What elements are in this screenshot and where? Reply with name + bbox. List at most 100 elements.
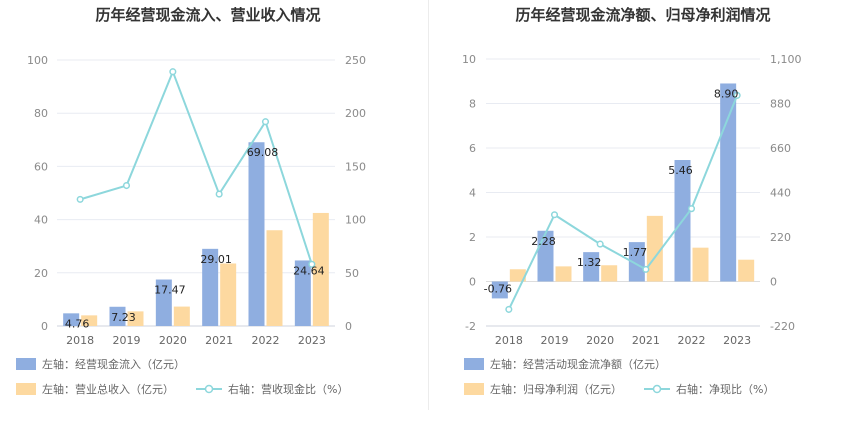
chart-net-cash-flow-profit: 历年经营现金流净额、归母净利润情况 -2 0 2 4 6 8 10 -220 0 220 440 660… [462, 6, 802, 396]
data-label: -0.76 [484, 283, 512, 296]
bar-secondary [692, 247, 709, 282]
y-right-tick-label: 880 [770, 98, 791, 111]
line-point [169, 68, 177, 76]
y-right-tick-label: 1,100 [770, 53, 802, 66]
y-right-tick-label: 0 [770, 276, 777, 289]
y-left-tick-label: 0 [469, 276, 476, 289]
x-tick-label: 2019 [541, 334, 569, 347]
x-tick-label: 2022 [252, 334, 280, 347]
bar-secondary [81, 315, 98, 326]
bar-primary [294, 260, 311, 326]
line-series [79, 68, 313, 265]
x-tick-label: 2020 [586, 334, 614, 347]
data-label: 29.01 [200, 253, 232, 266]
bar-primary [583, 252, 600, 282]
bar-secondary [266, 230, 283, 326]
bar-primary [491, 281, 508, 299]
data-label: 7.23 [111, 311, 136, 324]
line-series [507, 95, 739, 310]
y-left-tick-label: 6 [469, 142, 476, 155]
line-point [596, 240, 604, 248]
y-left-tick-label: 100 [27, 54, 48, 67]
bar-secondary [509, 269, 526, 282]
y-left-tick-label: 40 [34, 214, 48, 227]
x-tick-label: 2021 [632, 334, 660, 347]
y-right-tick-label: 250 [345, 54, 366, 67]
line-point [687, 205, 696, 213]
legend-label: 左轴：归母净利润（亿元） [490, 382, 622, 396]
bar-secondary [173, 306, 190, 326]
y-left-tick-label: 80 [34, 107, 48, 120]
y-right-tick-label: 50 [345, 267, 359, 280]
bar-secondary [312, 212, 329, 326]
panel-divider [428, 0, 429, 410]
legend-marker [652, 384, 662, 394]
y-right-tick-label: 660 [770, 142, 791, 155]
data-label: 1.32 [577, 256, 602, 269]
y-right-tick-label: 100 [345, 214, 366, 227]
y-right-tick-label: 0 [345, 320, 352, 333]
line-point [550, 211, 559, 219]
x-tick-label: 2021 [205, 334, 233, 347]
chart-title: 历年经营现金流入、营业收入情况 [95, 6, 320, 24]
y-right-tick-label: 440 [770, 187, 791, 200]
x-tick-label: 2022 [678, 334, 706, 347]
bar-secondary [601, 265, 618, 282]
data-label: 24.64 [293, 264, 325, 277]
line-point [122, 182, 131, 190]
line-point [505, 305, 513, 313]
y-left-tick-label: 0 [41, 320, 48, 333]
bar-primary [109, 306, 126, 326]
y-left-tick-label: 60 [34, 160, 48, 173]
data-label: 4.76 [65, 317, 90, 330]
legend-swatch [464, 383, 484, 395]
line-point [76, 195, 84, 203]
y-left-tick-label: 10 [462, 53, 476, 66]
y-left-tick-label: 8 [469, 98, 476, 111]
line-point [733, 91, 741, 99]
bar-primary [63, 313, 80, 326]
legend-label: 左轴：经营活动现金流净额（亿元） [490, 357, 666, 371]
bar-primary [202, 248, 219, 326]
bar-secondary [127, 311, 144, 326]
y-left-tick-label: 2 [469, 231, 476, 244]
line-point [642, 265, 650, 273]
bar-primary [248, 142, 265, 326]
legend-label: 右轴：净现比（%） [676, 382, 774, 396]
legend-swatch [464, 358, 484, 370]
y-right-tick-label: 150 [345, 160, 366, 173]
legend-marker [204, 384, 214, 394]
y-right-tick-label: 200 [345, 107, 366, 120]
x-tick-label: 2020 [159, 334, 187, 347]
legend-swatch [16, 383, 36, 395]
bar-secondary [220, 263, 237, 326]
line-point [261, 118, 270, 126]
data-label: 5.46 [668, 164, 693, 177]
x-tick-label: 2023 [298, 334, 326, 347]
x-tick-label: 2019 [113, 334, 141, 347]
legend-label: 右轴：营收现金比（%） [228, 382, 348, 396]
y-left-tick-label: 20 [34, 267, 48, 280]
data-label: 1.77 [623, 246, 648, 259]
bar-primary [628, 242, 645, 282]
y-left-tick-label: -2 [465, 320, 476, 333]
bar-primary [155, 279, 172, 326]
chart-title: 历年经营现金流净额、归母净利润情况 [515, 6, 770, 24]
legend-label: 左轴：经营现金流入（亿元） [42, 357, 185, 371]
data-label: 8.90 [714, 87, 739, 100]
y-right-tick-label: 220 [770, 231, 791, 244]
legend-swatch [16, 358, 36, 370]
x-tick-label: 2018 [495, 334, 523, 347]
bar-secondary [555, 266, 572, 282]
bar-secondary [646, 215, 663, 282]
data-label: 17.47 [154, 284, 186, 297]
line-point [215, 190, 223, 198]
bar-secondary [738, 259, 755, 282]
y-left-tick-label: 4 [469, 187, 476, 200]
bar-primary [720, 83, 737, 282]
x-tick-label: 2018 [66, 334, 94, 347]
chart-cash-inflow-revenue: 历年经营现金流入、营业收入情况 0 20 40 60 80 100 0 50 100 150 200 2… [16, 6, 366, 396]
data-label: 69.08 [247, 146, 279, 159]
x-tick-label: 2023 [723, 334, 751, 347]
